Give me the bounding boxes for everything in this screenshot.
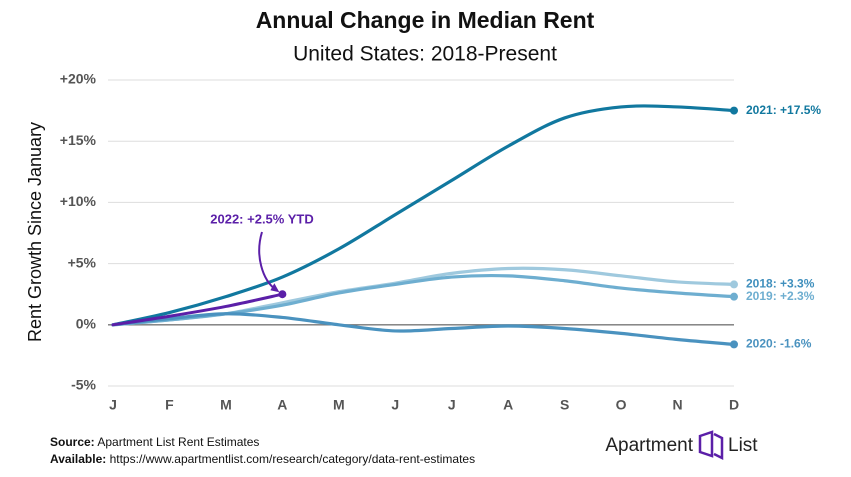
chart-title: Annual Change in Median Rent [256,7,595,33]
chart-subtitle: United States: 2018-Present [293,43,557,66]
arrow-head [270,283,280,293]
available-label: Available: [50,452,106,466]
end-label: 2018: +3.3% [746,277,815,291]
line [111,312,736,346]
y-tick-label: +5% [68,254,97,270]
y-tick-label: +10% [60,193,97,209]
x-tick-label: O [616,397,627,413]
footer-available: Available: https://www.apartmentlist.com… [50,452,475,466]
end-marker [730,340,738,349]
y-tick-label: 0% [76,316,97,332]
y-axis-label: Rent Growth Since January [25,122,45,342]
x-tick-label: J [448,397,456,413]
line [111,273,736,327]
x-tick-label: J [109,397,117,413]
x-tick-label: S [560,397,569,413]
x-tick-label: M [220,397,232,413]
source: Apartment List Rent Estimates [97,435,259,449]
end-marker [278,290,287,299]
logo-text-2: List [728,435,758,456]
logo-icon [698,430,724,461]
x-tick-label: A [277,397,287,413]
x-tick-label: F [165,397,174,413]
line [111,104,736,327]
line [111,292,284,327]
end-label: 2019: +2.3% [746,289,815,303]
x-tick-label: N [672,397,682,413]
end-label: 2021: +17.5% [746,103,821,117]
end-marker [730,292,738,301]
x-tick-label: A [503,397,513,413]
end-label: 2020: -1.6% [746,337,812,351]
x-tick-label: M [333,397,345,413]
logo-text: Apartment [605,435,693,456]
y-tick-label: -5% [71,377,96,393]
footer-source: Source: Apartment List Rent Estimates [50,435,259,449]
available: https://www.apartmentlist.com/research/c… [110,452,475,466]
y-tick-label: +20% [60,71,97,87]
y-tick-label: +15% [60,132,97,148]
source-label: Source: [50,435,95,449]
end-marker [730,106,738,115]
x-tick-label: D [729,397,739,413]
annotation: 2022: +2.5% YTD [210,211,313,226]
x-tick-label: J [391,397,399,413]
end-marker [730,280,738,289]
